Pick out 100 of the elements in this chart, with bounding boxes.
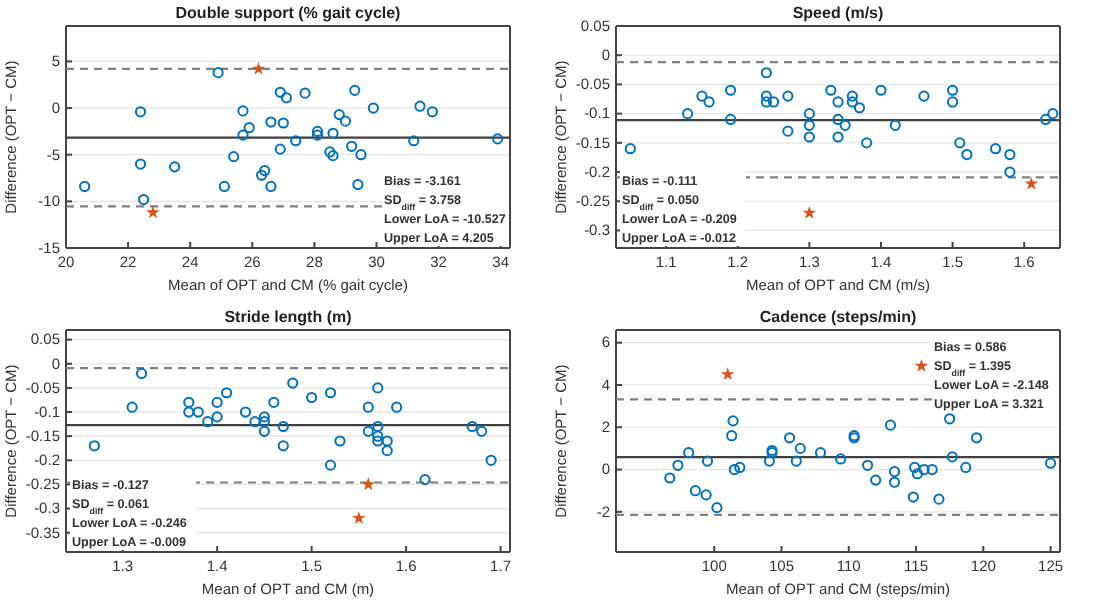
point (237, 129, 249, 141)
point (79, 180, 91, 193)
point (327, 127, 339, 139)
point (134, 106, 147, 118)
point (239, 406, 252, 418)
point (724, 84, 737, 96)
point (346, 140, 358, 152)
point (426, 106, 438, 118)
point (861, 137, 873, 149)
point (664, 472, 676, 484)
point (989, 143, 1002, 155)
point (954, 137, 966, 149)
point (701, 455, 714, 467)
point (814, 447, 827, 459)
point (911, 468, 923, 480)
point (135, 367, 148, 380)
point (870, 474, 882, 486)
chart-title: Stride length (m) (224, 308, 353, 326)
point (720, 367, 735, 381)
point (624, 143, 636, 155)
point (790, 455, 802, 467)
point (803, 131, 815, 143)
point (933, 493, 945, 505)
chart-title: Speed (m/s) (792, 4, 885, 22)
point (888, 476, 901, 488)
point (728, 463, 740, 476)
point (419, 474, 431, 486)
point (803, 108, 815, 120)
point (327, 150, 339, 162)
point (362, 425, 374, 437)
point (926, 463, 938, 476)
point (352, 511, 366, 524)
point (970, 432, 983, 444)
point (889, 119, 901, 131)
point (126, 401, 138, 413)
point (763, 455, 775, 467)
point (1047, 108, 1059, 120)
point (946, 84, 959, 96)
point (138, 193, 150, 206)
point (311, 125, 324, 137)
point (760, 67, 772, 79)
point (311, 129, 324, 141)
point (888, 466, 901, 478)
point (202, 416, 214, 428)
point (907, 491, 919, 503)
point (324, 146, 336, 158)
point (265, 116, 277, 128)
point (961, 148, 973, 161)
point (287, 377, 299, 389)
point (183, 406, 195, 418)
chart-title: Cadence (steps/min) (759, 308, 917, 326)
point (372, 382, 384, 394)
point (846, 96, 858, 108)
point (846, 90, 858, 102)
point (914, 358, 929, 372)
point (918, 463, 930, 476)
point (711, 502, 723, 514)
point (277, 420, 289, 433)
point (211, 411, 223, 423)
point (391, 401, 403, 413)
point (408, 135, 420, 147)
point (1024, 176, 1039, 190)
point (169, 161, 181, 173)
point (277, 440, 289, 452)
point (352, 178, 364, 191)
point (268, 396, 280, 408)
point (280, 92, 293, 104)
point (466, 420, 478, 433)
point (221, 387, 233, 399)
point (960, 461, 972, 474)
point (875, 84, 887, 96)
point (476, 425, 488, 437)
chart-title: Double support (% gait cycle) (175, 4, 402, 22)
point (324, 459, 337, 471)
point (265, 180, 277, 193)
point (146, 205, 160, 219)
point (290, 135, 302, 147)
point (835, 453, 847, 465)
point (381, 445, 393, 457)
point (299, 87, 311, 99)
point (259, 164, 271, 177)
point (727, 415, 739, 427)
point (767, 96, 780, 108)
point (333, 109, 345, 121)
point (249, 416, 261, 428)
point (803, 119, 815, 131)
point (485, 454, 497, 466)
point (258, 416, 270, 428)
point (794, 442, 806, 454)
point (372, 430, 384, 442)
point (228, 150, 240, 163)
point (862, 459, 874, 471)
point (918, 90, 930, 102)
point (703, 96, 715, 108)
point (760, 96, 772, 108)
point (946, 96, 959, 108)
point (372, 435, 384, 447)
point (258, 411, 270, 423)
point (381, 435, 393, 447)
point (726, 430, 738, 442)
